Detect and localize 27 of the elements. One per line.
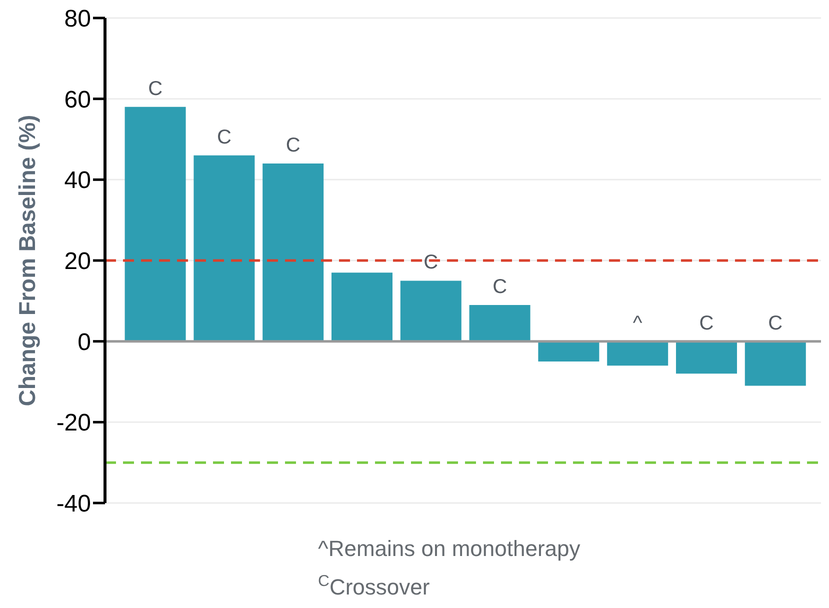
bar [469, 304, 530, 342]
bar [538, 341, 600, 362]
y-tick-label: 60 [64, 86, 91, 114]
data-label: C [148, 78, 163, 100]
bar [194, 155, 255, 342]
y-axis-title: Change From Baseline (%) [14, 114, 40, 406]
y-tick-label: 40 [64, 167, 91, 194]
data-label: ^ [632, 312, 643, 334]
bar [400, 280, 462, 342]
y-tick-label: 20 [64, 248, 91, 276]
data-label: C [768, 312, 783, 334]
text: ^Remains on monotherapy [318, 535, 580, 563]
bar [744, 341, 806, 386]
y-tick-label: -40 [56, 490, 91, 518]
y-tick-label: 80 [64, 6, 91, 33]
y-tick-label: -20 [56, 410, 91, 437]
bar [607, 341, 668, 366]
data-label: C [216, 126, 232, 148]
bar [262, 164, 324, 342]
bar [331, 272, 392, 342]
y-tick-label: 0 [78, 328, 91, 356]
data-label: C [286, 134, 300, 156]
data-label: C [699, 312, 714, 334]
data-label: C [492, 276, 508, 298]
bar [124, 106, 186, 342]
bar [676, 341, 737, 374]
text: $^{C}$Crossover [318, 572, 430, 602]
